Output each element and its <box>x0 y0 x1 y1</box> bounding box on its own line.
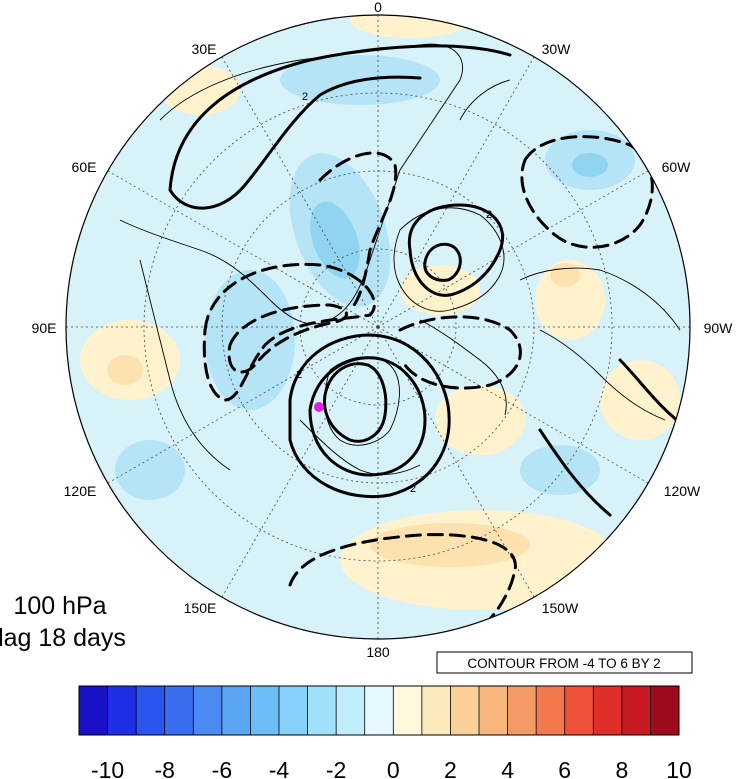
contour-labels: 2 2 2 2 <box>296 91 492 495</box>
colorbar-tick-label: 8 <box>616 757 629 779</box>
colorbar-swatch <box>79 686 108 735</box>
colorbar-swatch <box>421 686 451 735</box>
lon-label-180: 180 <box>366 644 390 660</box>
contour-info-text: CONTOUR FROM -4 TO 6 BY 2 <box>467 656 660 671</box>
colorbar-swatch <box>279 686 308 735</box>
strong-positive-patches <box>107 263 580 567</box>
colorbar-swatch <box>393 686 423 735</box>
colorbar-swatch <box>621 686 651 735</box>
lon-label-0: 0 <box>374 0 382 15</box>
colorbar-swatch <box>136 686 166 735</box>
lon-label-60w: 60W <box>662 159 692 175</box>
colorbar-tick-label: -8 <box>154 757 174 779</box>
colorbar-tick-label: 4 <box>501 757 514 779</box>
colorbar <box>78 685 680 736</box>
location-marker <box>314 402 324 412</box>
colorbar-tick-label: -10 <box>91 757 124 779</box>
colorbar-swatch <box>164 686 194 735</box>
contour-label: 2 <box>302 91 308 103</box>
colorbar-swatch <box>221 686 251 735</box>
level-label: 100 hPa <box>13 592 106 620</box>
contour-positive-pacific-outer <box>288 333 451 498</box>
contour-positive-atlantic-outer <box>407 203 505 297</box>
lon-label-60e: 60E <box>72 159 97 175</box>
contour-negative-siberia-outer <box>202 262 376 402</box>
colorbar-swatch <box>593 686 623 735</box>
negative-contours <box>202 135 654 632</box>
colorbar-tick-label: -6 <box>212 757 232 779</box>
colorbar-tick-label: 6 <box>558 757 571 779</box>
colorbar-swatch <box>364 686 394 735</box>
colorbar-swatch <box>564 686 594 735</box>
lon-label-120w: 120W <box>664 483 701 499</box>
lon-label-150e: 150E <box>184 600 217 616</box>
contour-positive-atlantic-inner <box>423 242 462 282</box>
lon-label-120e: 120E <box>64 483 97 499</box>
contour-positive-pacific-inner <box>323 362 388 443</box>
contour-negative-pacific-south <box>288 533 517 632</box>
colorbar-tick-label: -2 <box>326 757 346 779</box>
lon-label-150w: 150W <box>542 600 579 616</box>
contour-label: 2 <box>486 209 492 221</box>
lon-label-30e: 30E <box>192 41 217 57</box>
lon-label-30w: 30W <box>542 41 572 57</box>
lon-label-90w: 90W <box>704 320 734 336</box>
colorbar-swatch <box>193 686 223 735</box>
contour-label: 2 <box>410 483 416 495</box>
colorbar-tick-label: 0 <box>387 757 400 779</box>
colorbar-tick-labels: -10 -8 -6 -4 -2 0 2 4 6 8 10 <box>91 757 692 779</box>
contour-negative-atlantic <box>520 135 654 249</box>
shaded-anomaly-field: 2 2 2 2 <box>66 15 690 639</box>
contour-negative-arctic <box>318 151 398 312</box>
colorbar-swatch <box>450 686 480 735</box>
contour-info-box: CONTOUR FROM -4 TO 6 BY 2 <box>436 651 693 674</box>
positive-anomaly-patches <box>80 15 680 610</box>
colorbar-swatch <box>650 686 680 735</box>
lag-label: lag 18 days <box>0 624 126 652</box>
map-border <box>65 14 691 640</box>
lon-label-90e: 90E <box>32 320 57 336</box>
contour-label: 2 <box>296 369 302 381</box>
colorbar-swatch <box>107 686 137 735</box>
colorbar-tick-label: 2 <box>444 757 457 779</box>
graticule <box>66 15 690 639</box>
contour-negative-polar <box>398 315 522 390</box>
colorbar-swatch <box>536 686 566 735</box>
colorbar-swatch <box>479 686 508 735</box>
colorbar-frame <box>78 685 680 736</box>
colorbar-tick-label: 10 <box>666 757 692 779</box>
colorbar-swatch <box>336 686 366 735</box>
colorbar-swatch <box>250 686 280 735</box>
colorbar-tick-label: -4 <box>269 757 290 779</box>
negative-anomaly-patches <box>115 55 635 500</box>
contour-positive-southeast <box>538 428 612 517</box>
colorbar-swatch <box>507 686 537 735</box>
contour-negative-siberia-inner <box>227 303 348 374</box>
contour-positive-north-inner <box>168 75 422 210</box>
contour-positive-north <box>168 44 512 192</box>
longitude-labels: 0 30W 60W 90W 120W 150W 180 150E 120E 90… <box>32 0 734 660</box>
colorbar-swatch <box>307 686 337 735</box>
strong-negative-patches <box>310 153 608 279</box>
contour-positive-pacific-mid <box>308 356 427 477</box>
